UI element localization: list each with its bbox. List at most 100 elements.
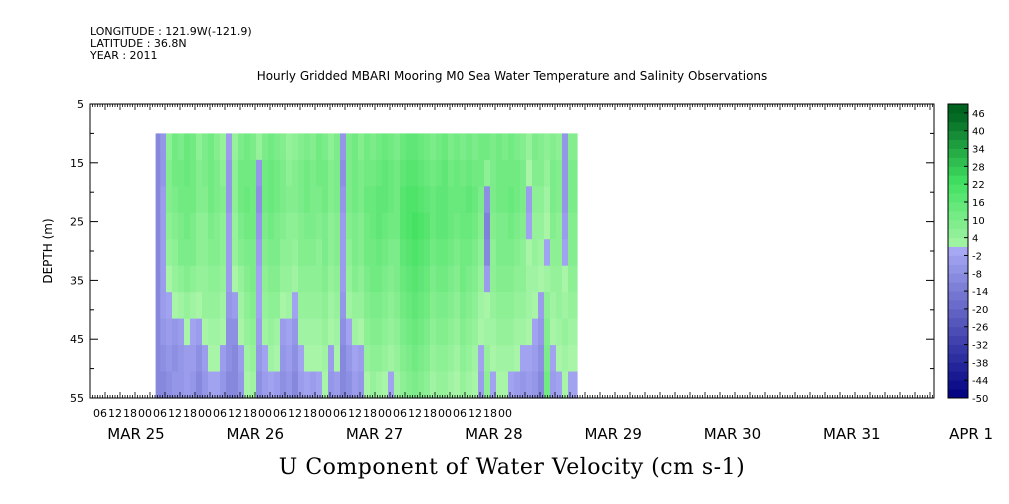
colorbar-swatch xyxy=(948,148,968,158)
heatmap-cell xyxy=(376,239,383,267)
heatmap-cell xyxy=(454,239,461,267)
heatmap-cell xyxy=(508,212,515,240)
x-hour-label: 06 xyxy=(333,407,347,420)
heatmap-cell xyxy=(214,186,221,214)
heatmap-cell xyxy=(394,318,401,346)
heatmap-cell xyxy=(376,212,383,240)
heatmap-cell xyxy=(160,292,167,320)
heatmap-cell xyxy=(256,212,263,240)
heatmap-cell xyxy=(322,133,329,161)
heatmap-cell xyxy=(322,265,329,293)
heatmap-cell xyxy=(508,345,515,373)
heatmap-cell xyxy=(250,292,257,320)
x-hour-label: 06 xyxy=(273,407,287,420)
heatmap-cell xyxy=(568,371,578,399)
x-hour-label: 00 xyxy=(378,407,392,420)
heatmap-cell xyxy=(340,265,347,293)
heatmap-cell xyxy=(178,345,185,373)
heatmap-cell xyxy=(376,265,383,293)
heatmap-cell xyxy=(496,318,503,346)
heatmap-cell xyxy=(484,292,491,320)
heatmap-cell xyxy=(490,212,497,240)
heatmap-cell xyxy=(424,212,431,240)
heatmap-cell xyxy=(442,159,449,187)
heatmap-cell xyxy=(388,239,395,267)
heatmap-cell xyxy=(430,345,437,373)
heatmap-cell xyxy=(562,265,569,293)
heatmap-cell xyxy=(220,186,227,214)
heatmap-cell xyxy=(202,159,209,187)
heatmap-cell xyxy=(544,345,551,373)
heatmap-cell xyxy=(520,371,527,399)
colorbar-swatch xyxy=(948,193,968,203)
heatmap-cell xyxy=(268,212,275,240)
heatmap-cell xyxy=(562,212,569,240)
heatmap-cell xyxy=(430,265,437,293)
heatmap-cell xyxy=(292,318,299,346)
heatmap-cell xyxy=(238,265,245,293)
colorbar-swatch xyxy=(948,246,968,256)
heatmap-cell xyxy=(286,133,293,161)
x-hour-label: 00 xyxy=(438,407,452,420)
heatmap-cell xyxy=(226,318,233,346)
heatmap-cell xyxy=(352,159,359,187)
heatmap-cell xyxy=(424,318,431,346)
heatmap-cell xyxy=(214,292,221,320)
colorbar-swatch xyxy=(948,210,968,221)
heatmap-cell xyxy=(394,265,401,293)
heatmap-cell xyxy=(430,371,437,399)
heatmap-cell xyxy=(220,133,227,161)
heatmap-cell xyxy=(562,239,569,267)
heatmap-cell xyxy=(526,371,533,399)
heatmap-cell xyxy=(484,133,491,161)
heatmap-cell xyxy=(412,159,419,187)
heatmap-cell xyxy=(412,318,419,346)
heatmap-cell xyxy=(526,159,533,187)
heatmap-cell xyxy=(220,345,227,373)
heatmap-cell xyxy=(346,212,353,240)
heatmap-cell xyxy=(256,186,263,214)
heatmap-cell xyxy=(298,159,305,187)
heatmap-cell xyxy=(550,292,557,320)
heatmap-cell xyxy=(424,345,431,373)
heatmap-cell xyxy=(196,345,203,373)
heatmap-cell xyxy=(160,133,167,161)
heatmap-cell xyxy=(538,292,545,320)
heatmap-cell xyxy=(310,371,317,399)
heatmap-cell xyxy=(358,186,365,214)
heatmap-cell xyxy=(352,371,359,399)
heatmap-cell xyxy=(538,318,545,346)
heatmap-cell xyxy=(274,186,281,214)
heatmap-cell xyxy=(155,265,161,293)
heatmap-cell xyxy=(376,186,383,214)
heatmap-cell xyxy=(304,159,311,187)
heatmap-cell xyxy=(280,133,287,161)
heatmap-cell xyxy=(376,159,383,187)
heatmap-cell xyxy=(274,133,281,161)
colorbar-swatch xyxy=(948,121,968,132)
heatmap-cell xyxy=(538,186,545,214)
heatmap-cell xyxy=(472,212,479,240)
heatmap-cell xyxy=(226,265,233,293)
heatmap-cell xyxy=(526,318,533,346)
heatmap-cell xyxy=(155,212,161,240)
heatmap-cell xyxy=(382,159,389,187)
heatmap-cell xyxy=(166,371,173,399)
colorbar-swatch xyxy=(948,300,968,310)
heatmap-cell xyxy=(466,345,473,373)
heatmap-cell xyxy=(328,318,335,346)
heatmap-cell xyxy=(172,265,179,293)
heatmap-cell xyxy=(190,371,197,399)
heatmap-cell xyxy=(208,239,215,267)
heatmap-cell xyxy=(202,133,209,161)
heatmap-cell xyxy=(274,265,281,293)
heatmap-cell xyxy=(298,292,305,320)
heatmap-cell xyxy=(460,265,467,293)
heatmap-cell xyxy=(268,292,275,320)
heatmap-cell xyxy=(364,345,371,373)
heatmap-cell xyxy=(155,239,161,267)
heatmap-cell xyxy=(310,318,317,346)
heatmap-cell xyxy=(382,186,389,214)
heatmap-cell xyxy=(178,186,185,214)
